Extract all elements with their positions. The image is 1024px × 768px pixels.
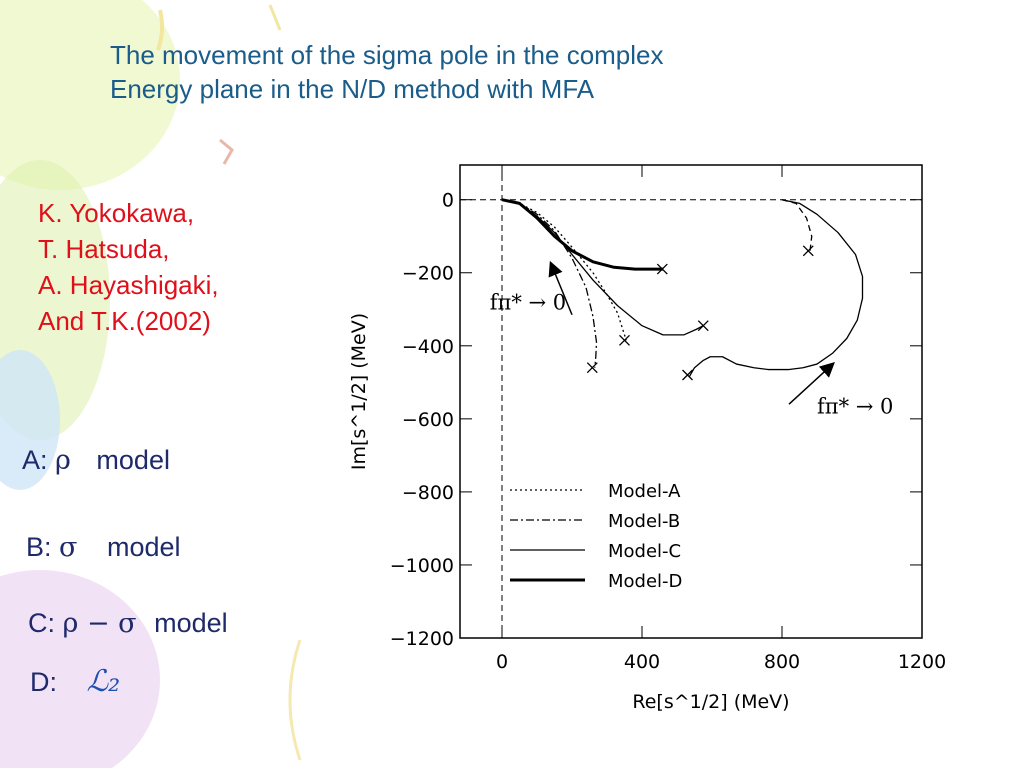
series-model-a: [501, 199, 627, 341]
x-tick-label: 1200: [898, 651, 946, 673]
author-4: And T.K.(2002): [38, 306, 211, 336]
endpoint-cross: [697, 320, 709, 332]
author-1: K. Yokokawa,: [38, 198, 195, 228]
model-c-label: model: [154, 608, 228, 638]
endpoint-cross: [656, 263, 668, 275]
model-d-symbol: ℒ₂: [86, 664, 121, 699]
annotation-label: fπ* → 0: [817, 394, 893, 418]
authors-block: K. Yokokawa, T. Hatsuda, A. Hayashigaki,…: [38, 195, 219, 339]
model-c-prefix: C:: [28, 608, 55, 638]
model-b-prefix: B:: [26, 532, 52, 562]
x-tick-label: 800: [764, 651, 800, 673]
series-model-c: [501, 199, 704, 336]
y-tick-label: −800: [402, 482, 454, 504]
title-line-1: The movement of the sigma pole in the co…: [110, 40, 664, 70]
sigma-pole-chart: 0 −200 −400 −600 −800 −1000 −1200 0 400 800 1200 Re…: [348, 164, 946, 713]
annotation-label: fπ* → 0: [490, 290, 566, 314]
series-model-b: [501, 199, 598, 368]
model-a-label: model: [96, 445, 170, 475]
model-a-line: A: ρ model: [22, 445, 170, 476]
slide-title: The movement of the sigma pole in the co…: [110, 38, 870, 106]
model-b-symbol: σ: [59, 532, 78, 563]
series-model-d: [501, 198, 663, 271]
endpoint-cross: [619, 334, 630, 346]
y-tick-label: −600: [402, 409, 454, 431]
x-axis-label: Re[s^1/2] (MeV): [632, 691, 789, 713]
y-tick-label: −200: [402, 263, 454, 285]
x-tick-label: 0: [496, 651, 508, 673]
model-c-symbol: ρ − σ: [62, 608, 137, 639]
model-d-line: D: ℒ₂: [30, 664, 120, 699]
x-tick-label: 400: [624, 651, 660, 673]
series-trajectory-4: [781, 199, 813, 251]
legend-label: Model-D: [608, 571, 682, 592]
y-tick-label: −400: [402, 336, 454, 358]
legend-label: Model-A: [608, 481, 681, 502]
y-tick-label: −1200: [390, 628, 454, 650]
y-tick-label: 0: [442, 190, 454, 212]
y-tick-label: −1000: [390, 555, 454, 577]
legend-label: Model-B: [608, 511, 680, 532]
model-b-label: model: [106, 532, 181, 562]
author-2: T. Hatsuda,: [38, 234, 170, 264]
endpoint-cross: [586, 362, 598, 374]
legend-label: Model-C: [608, 541, 681, 562]
title-line-2: Energy plane in the N/D method with MFA: [110, 74, 595, 104]
endpoint-cross: [682, 369, 693, 381]
annotation-arrow: [788, 362, 835, 405]
plot-frame: [459, 164, 923, 639]
model-b-line: B: σ model: [26, 532, 181, 563]
model-a-symbol: ρ: [55, 445, 71, 476]
annotation-arrow: [548, 260, 573, 316]
series-trajectory-5: [688, 199, 864, 378]
endpoint-cross: [802, 245, 814, 257]
model-d-prefix: D:: [30, 667, 57, 697]
y-axis-label: Im[s^1/2] (MeV): [348, 313, 370, 470]
model-a-prefix: A:: [22, 445, 48, 475]
author-3: A. Hayashigaki,: [38, 270, 219, 300]
model-c-line: C: ρ − σ model: [28, 608, 228, 639]
